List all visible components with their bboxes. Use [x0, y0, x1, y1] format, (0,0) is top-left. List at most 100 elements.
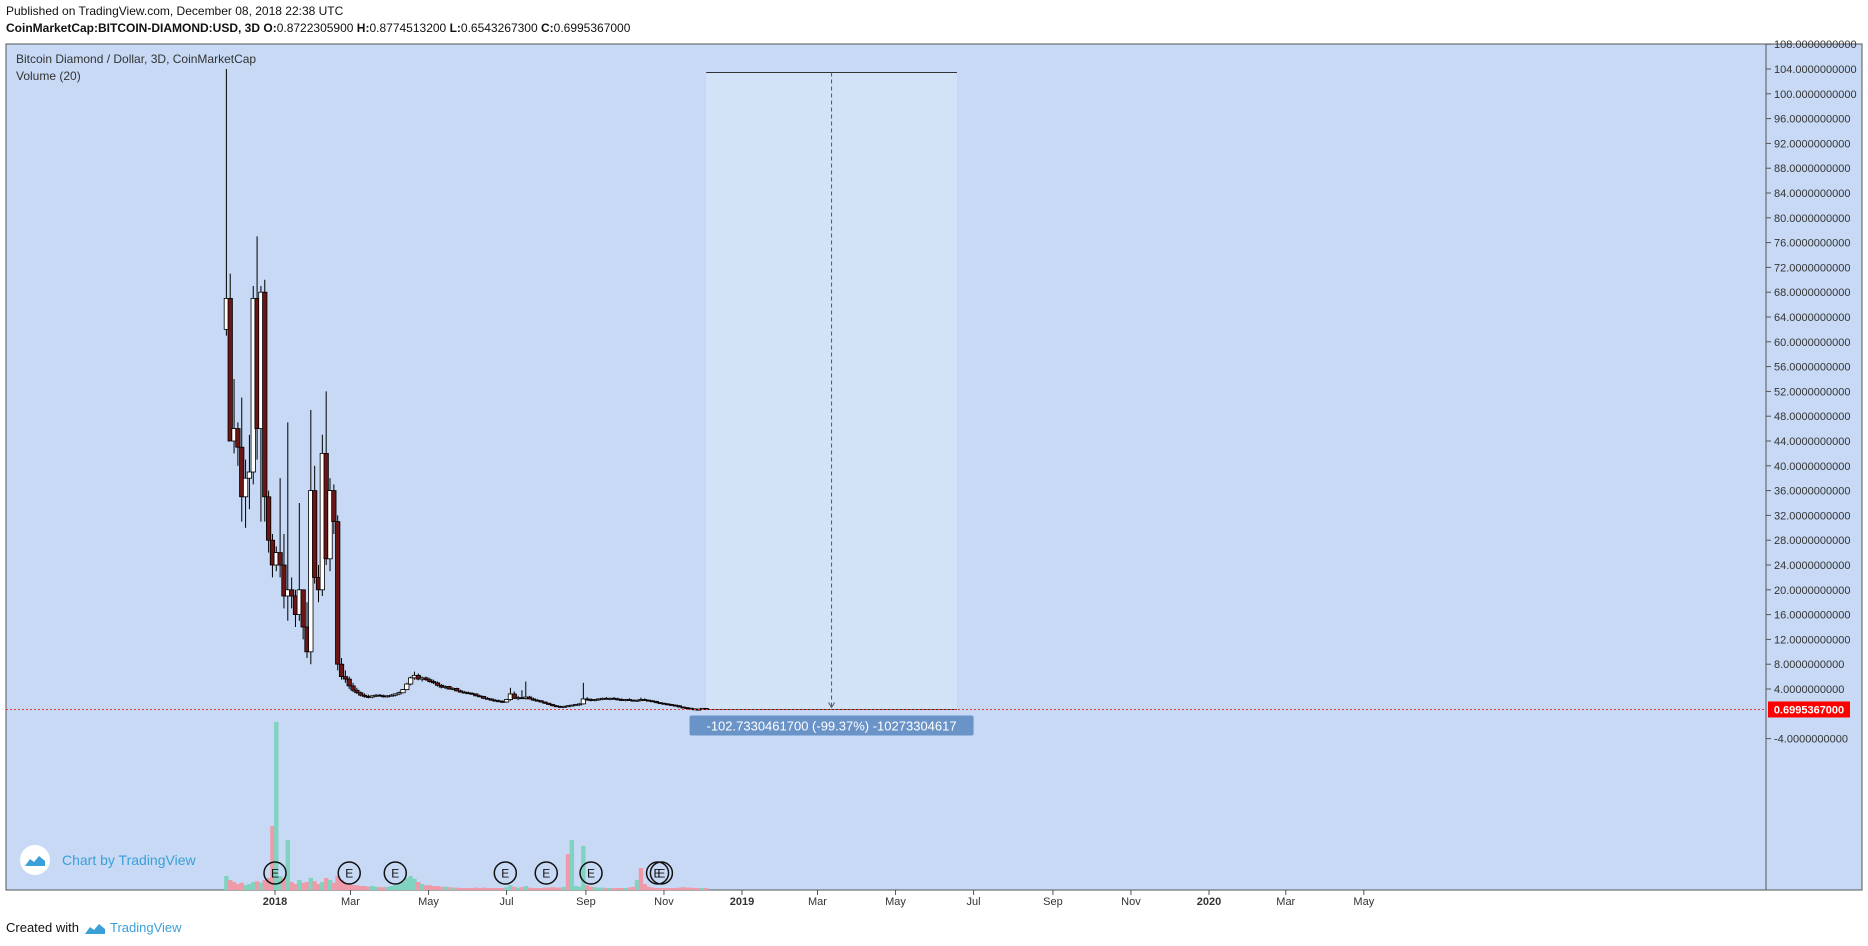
volume-bar	[228, 880, 233, 890]
time-tick-label: Mar	[1276, 896, 1295, 908]
event-marker[interactable]: E	[579, 861, 603, 885]
volume-bar	[561, 886, 567, 890]
high-value: 0.8774513200	[369, 21, 447, 35]
candle	[576, 703, 583, 706]
volume-bar	[412, 878, 417, 890]
volume-bar	[289, 882, 294, 890]
volume-bar	[615, 888, 621, 890]
candle	[327, 478, 333, 572]
price-axis-background[interactable]	[1766, 44, 1862, 890]
candle-body	[342, 676, 348, 680]
event-markers[interactable]: E E E E E E EE	[263, 861, 674, 885]
event-marker-label: E	[271, 867, 279, 881]
volume-bar	[527, 887, 532, 890]
time-tick-label: 2018	[263, 896, 287, 908]
created-with-brand[interactable]: TradingView	[109, 920, 182, 935]
volume-bar	[512, 886, 517, 890]
volume-bar	[680, 887, 686, 890]
candle	[239, 397, 245, 522]
event-marker[interactable]: E	[383, 861, 408, 885]
volume-bar	[634, 880, 640, 890]
candle	[342, 670, 348, 683]
volume-bar	[600, 887, 605, 890]
volume-bar	[604, 888, 609, 890]
volume-bar	[389, 886, 394, 890]
candle-body	[396, 692, 402, 695]
volume-bar	[450, 887, 456, 890]
candle-body	[546, 702, 552, 705]
time-tick-label: Jul	[967, 896, 981, 908]
volume-bar	[262, 880, 267, 890]
candle	[488, 698, 494, 701]
volume-bar	[569, 840, 575, 890]
candle	[338, 658, 345, 680]
volume-bar	[381, 887, 386, 890]
volume-bar	[312, 881, 317, 890]
volume-bar	[354, 885, 360, 890]
candle	[246, 434, 253, 510]
price-tick-label: 88.0000000000	[1774, 163, 1850, 175]
volume-bar	[573, 886, 578, 890]
volume-bar	[442, 886, 448, 890]
volume-bar	[657, 888, 663, 890]
candle-body	[457, 690, 464, 693]
event-marker-label: E	[587, 867, 595, 881]
candle	[676, 705, 682, 708]
event-marker-circle	[579, 861, 603, 885]
event-marker[interactable]: E	[649, 861, 674, 885]
event-marker-label: E	[657, 867, 665, 881]
candle-body	[415, 674, 421, 680]
event-marker[interactable]: E	[263, 861, 287, 885]
event-marker[interactable]: E	[337, 861, 361, 885]
candle-body	[542, 701, 548, 704]
candle-body	[503, 699, 510, 703]
candle-body	[676, 705, 682, 708]
low-value: 0.6543267300	[460, 21, 538, 35]
candle-body	[538, 700, 544, 703]
volume-bar	[481, 887, 486, 890]
volume-bar	[504, 887, 509, 890]
measure-tool[interactable]: -102.7330461700 (-99.37%) -10273304617	[689, 72, 974, 736]
last-price-label-box	[1768, 701, 1850, 718]
time-tick-label: 2019	[730, 896, 754, 908]
event-marker-label: E	[391, 867, 399, 881]
price-tick-label: 76.0000000000	[1774, 238, 1850, 250]
volume-bar	[439, 886, 444, 890]
volume-bar	[362, 886, 367, 890]
candle	[350, 682, 356, 693]
candle-body	[246, 471, 253, 479]
volume-bar	[435, 886, 440, 890]
event-marker-label: E	[345, 867, 353, 881]
candle-body	[480, 696, 487, 699]
candle	[427, 677, 433, 683]
price-axis[interactable]: 108.0000000000 104.0000000000 100.00000000…	[1766, 39, 1857, 746]
candle	[538, 700, 544, 703]
price-tick-label: 16.0000000000	[1774, 610, 1850, 622]
candle-body	[227, 297, 233, 442]
volume-bar	[465, 888, 471, 890]
price-tick-label: 60.0000000000	[1774, 337, 1850, 349]
tradingview-watermark[interactable]: Chart by TradingView	[20, 845, 196, 875]
candle-body	[281, 564, 287, 597]
low-label: L:	[449, 21, 461, 35]
measure-label: -102.7330461700 (-99.37%) -10273304617	[707, 718, 957, 733]
volume-bar	[224, 876, 229, 890]
event-marker[interactable]: E	[534, 861, 558, 885]
price-tick-label: 12.0000000000	[1774, 634, 1850, 646]
candle	[511, 691, 517, 699]
time-tick-label: May	[885, 896, 906, 908]
volume-bar	[231, 882, 237, 890]
last-price-line: 0.6995367000	[6, 701, 1850, 718]
candle	[354, 687, 360, 694]
volume-bar	[696, 888, 701, 890]
candle-body	[277, 552, 283, 566]
event-marker[interactable]: E	[493, 861, 518, 885]
volume-bar	[393, 885, 398, 890]
time-axis[interactable]: 2018 Mar May Jul Sep Nov 2019 Mar May Jul Sep Nov 20…	[263, 890, 1375, 908]
candle	[530, 697, 537, 701]
candle	[653, 700, 659, 704]
event-marker-label: E	[654, 867, 662, 881]
candle	[546, 702, 552, 706]
volume-bar	[419, 884, 425, 890]
